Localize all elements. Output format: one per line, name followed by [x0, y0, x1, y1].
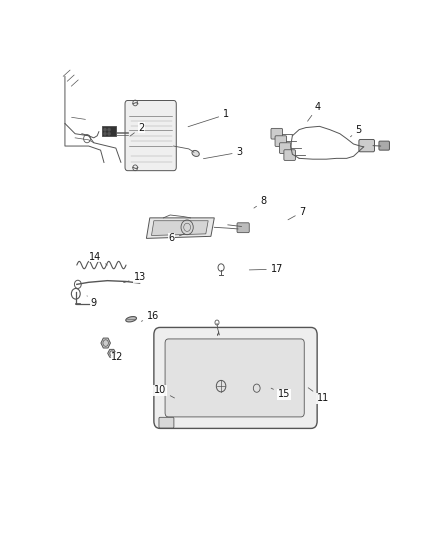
FancyBboxPatch shape: [154, 327, 317, 429]
Circle shape: [108, 132, 110, 135]
Polygon shape: [146, 218, 214, 238]
Text: 3: 3: [203, 147, 243, 159]
Bar: [102, 126, 116, 136]
Text: 4: 4: [307, 102, 321, 121]
FancyBboxPatch shape: [359, 140, 374, 152]
FancyBboxPatch shape: [379, 141, 389, 150]
Circle shape: [104, 132, 106, 135]
Text: 2: 2: [130, 123, 145, 136]
FancyBboxPatch shape: [237, 223, 249, 232]
FancyBboxPatch shape: [159, 417, 174, 428]
Circle shape: [104, 128, 106, 131]
Text: 10: 10: [154, 385, 174, 398]
FancyBboxPatch shape: [275, 136, 286, 147]
FancyBboxPatch shape: [165, 339, 304, 417]
Text: 13: 13: [124, 272, 146, 282]
Polygon shape: [152, 221, 208, 236]
Text: 14: 14: [89, 252, 107, 265]
Ellipse shape: [126, 317, 137, 322]
FancyBboxPatch shape: [271, 128, 283, 139]
FancyBboxPatch shape: [279, 143, 291, 154]
Text: 1: 1: [188, 109, 229, 127]
Circle shape: [108, 128, 110, 131]
Polygon shape: [108, 350, 116, 357]
Text: 15: 15: [271, 388, 290, 399]
Text: 8: 8: [254, 197, 267, 208]
FancyBboxPatch shape: [284, 150, 295, 160]
Polygon shape: [101, 338, 110, 348]
Text: 12: 12: [111, 351, 124, 362]
Text: 7: 7: [288, 207, 306, 220]
Text: 9: 9: [87, 296, 97, 308]
Text: 6: 6: [169, 233, 184, 244]
FancyBboxPatch shape: [125, 101, 176, 171]
Text: 17: 17: [249, 264, 283, 274]
Text: 16: 16: [141, 311, 159, 321]
Ellipse shape: [192, 150, 199, 157]
Text: 11: 11: [308, 388, 329, 403]
Text: 5: 5: [350, 125, 362, 137]
